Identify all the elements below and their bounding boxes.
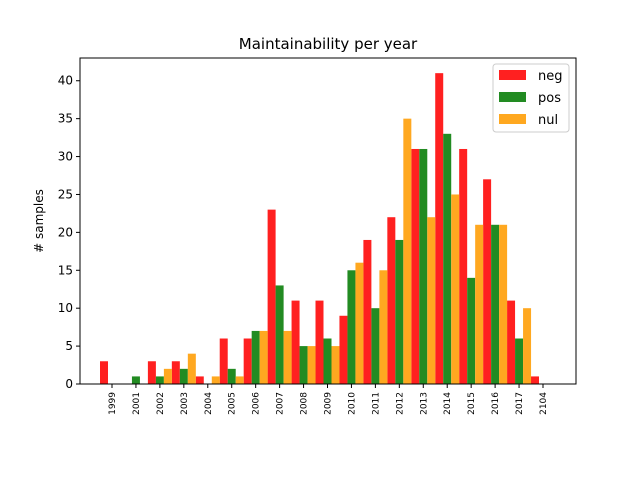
bar-neg-2005: [219, 338, 228, 384]
x-tick-label: 2011: [371, 392, 381, 415]
bars-group: [100, 73, 539, 385]
x-tick-label: 2014: [443, 392, 453, 415]
bar-nul-2016: [499, 224, 508, 384]
legend: neg pos nul: [492, 63, 570, 133]
legend-swatch-pos: [499, 92, 526, 102]
bar-nul-2014: [451, 194, 460, 384]
bar-neg-2104: [531, 376, 539, 384]
bar-pos-2003: [179, 368, 188, 384]
bar-nul-2006: [259, 330, 268, 384]
bar-pos-2016: [491, 224, 500, 384]
x-tick-label: 2002: [156, 392, 166, 415]
bar-nul-2015: [475, 224, 484, 384]
bar-pos-2007: [275, 285, 284, 384]
y-tick-label: 15: [58, 263, 73, 277]
legend-label-pos: pos: [538, 91, 561, 106]
x-tick-label: 2001: [132, 392, 142, 415]
x-tick-label: 2003: [180, 392, 190, 415]
x-tick-label: 2007: [276, 392, 286, 415]
x-tick-label: 2008: [300, 392, 310, 415]
y-tick-label: 40: [58, 74, 73, 88]
legend-label-neg: neg: [538, 69, 563, 84]
x-tick-label: 1999: [108, 392, 118, 415]
bar-neg-2008: [291, 300, 300, 384]
bar-pos-2008: [299, 346, 308, 384]
legend-swatch-nul: [499, 114, 526, 124]
y-tick-label: 20: [58, 225, 73, 239]
bar-neg-2017: [507, 300, 516, 384]
bar-neg-2006: [243, 338, 252, 384]
bar-nul-2011: [379, 270, 388, 384]
x-tick-label: 2104: [539, 392, 549, 415]
x-tick-label: 2010: [347, 392, 357, 415]
bar-nul-2009: [331, 346, 340, 384]
bar-pos-2013: [419, 148, 428, 384]
bar-neg-2002: [147, 361, 156, 384]
bar-neg-2015: [459, 148, 468, 384]
bar-pos-2005: [227, 368, 236, 384]
bar-pos-2011: [371, 308, 380, 384]
bar-pos-2009: [323, 338, 332, 384]
x-tick-label: 2004: [204, 392, 214, 415]
x-tick-label: 2017: [515, 392, 525, 415]
y-tick-label: 5: [65, 339, 73, 353]
y-tick-label: 0: [65, 377, 73, 391]
bar-nul-2004: [211, 376, 220, 384]
bar-pos-2015: [467, 277, 476, 384]
bar-nul-2007: [283, 330, 292, 384]
bar-nul-2002: [163, 368, 172, 384]
legend-label-nul: nul: [538, 113, 558, 128]
x-tick-label: 2005: [228, 392, 238, 415]
y-tick-label: 10: [58, 301, 73, 315]
bar-pos-2001: [131, 376, 140, 384]
y-tick-label: 35: [58, 112, 73, 126]
bar-nul-2012: [403, 118, 412, 385]
bar-nul-2005: [235, 376, 244, 384]
plot-frame: [79, 57, 577, 385]
bar-neg-2004: [195, 376, 204, 384]
bar-pos-2017: [515, 338, 524, 384]
y-axis-label: # samples: [32, 189, 46, 253]
x-tick-label: 2012: [395, 392, 405, 415]
bar-pos-2012: [395, 239, 404, 384]
bar-neg-2010: [339, 315, 348, 384]
bar-nul-2017: [523, 308, 532, 384]
bar-neg-2007: [267, 209, 276, 384]
bar-pos-2010: [347, 270, 356, 384]
x-tick-label: 2006: [252, 392, 262, 415]
bar-neg-2014: [435, 73, 444, 384]
bar-neg-2003: [171, 361, 180, 384]
bar-neg-2016: [483, 179, 492, 384]
y-tick-label: 25: [58, 187, 73, 201]
bar-pos-2006: [251, 330, 260, 384]
bar-neg-2011: [363, 239, 372, 384]
x-tick-label: 2015: [467, 392, 477, 415]
bar-neg-2012: [387, 217, 396, 384]
chart-title: Maintainability per year: [239, 35, 418, 53]
bar-neg-2013: [411, 148, 420, 384]
bar-nul-2010: [355, 262, 364, 384]
y-tick-label: 30: [58, 150, 73, 164]
bar-nul-2008: [307, 346, 316, 384]
bar-nul-2003: [187, 353, 196, 384]
legend-swatch-neg: [499, 70, 526, 80]
x-axis-ticks: 1999 2001 2002 2003 2004 2005 2006 2007 2008 2009…: [108, 384, 549, 415]
bar-nul-2013: [427, 217, 436, 384]
bar-pos-2014: [443, 133, 452, 384]
bar-pos-2002: [155, 376, 164, 384]
x-tick-label: 2009: [324, 392, 334, 415]
bar-neg-1999: [100, 361, 108, 384]
x-tick-label: 2013: [419, 392, 429, 415]
bar-neg-2009: [315, 300, 324, 384]
y-axis-ticks: 0 5 10 15 20 25 30 35 40: [58, 74, 80, 391]
x-tick-label: 2016: [491, 392, 501, 415]
